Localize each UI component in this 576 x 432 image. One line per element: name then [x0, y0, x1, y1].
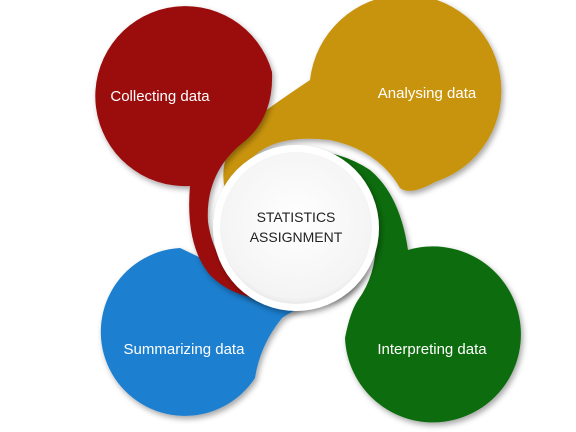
label-collecting: Collecting data	[110, 88, 210, 105]
petal-analysing-shape	[223, 0, 502, 191]
petal-interpreting-shape	[300, 150, 521, 423]
label-interpreting: Interpreting data	[377, 341, 487, 358]
petal-analysing	[223, 0, 502, 191]
center-title-line1: STATISTICS	[257, 209, 336, 225]
label-summarizing: Summarizing data	[124, 341, 246, 358]
petal-collecting	[95, 6, 290, 300]
petal-interpreting	[300, 150, 521, 423]
center-hub: STATISTICS ASSIGNMENT	[213, 145, 379, 311]
petal-summarizing	[100, 248, 372, 416]
center-title-line2: ASSIGNMENT	[250, 229, 343, 245]
label-analysing: Analysing data	[378, 85, 477, 102]
petal-collecting-shape	[95, 6, 290, 300]
center-hub-disc	[220, 152, 372, 304]
petal-summarizing-shape	[100, 248, 372, 416]
